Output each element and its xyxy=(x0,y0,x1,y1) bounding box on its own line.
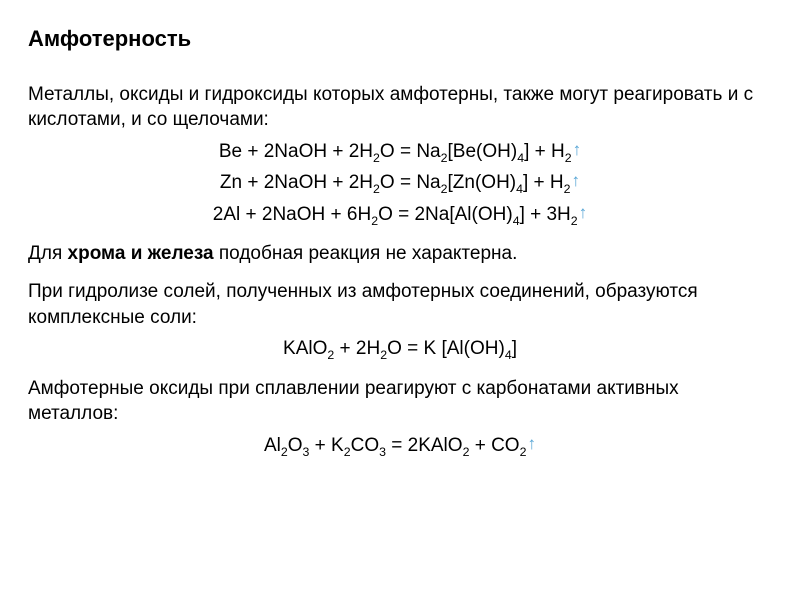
cr-fe-bold: хрома и железа xyxy=(68,243,214,264)
cr-fe-note-before: Для xyxy=(28,243,68,264)
equation-2-block: Zn + 2NaOH + 2H2O = Na2[Zn(OH)4] + H2↑ xyxy=(28,170,772,197)
page-title: Амфотерность xyxy=(28,24,772,54)
intro-paragraph: Металлы, оксиды и гидроксиды которых амф… xyxy=(28,82,772,133)
hydrolysis-paragraph: При гидролизе солей, полученных из амфот… xyxy=(28,279,772,330)
equation-5-block: Al2O3 + K2CO3 = 2KAlO2 + CO2↑ xyxy=(28,433,772,460)
equation-2: Zn + 2NaOH + 2H2O = Na2[Zn(OH)4] + H2↑ xyxy=(220,170,580,197)
equation-1-block: Be + 2NaOH + 2H2O = Na2[Be(OH)4] + H2↑ xyxy=(28,139,772,166)
equation-3-block: 2Al + 2NaOH + 6H2O = 2Na[Al(OH)4] + 3H2↑ xyxy=(28,202,772,229)
equation-4-block: KAlO2 + 2H2O = K [Al(OH)4] xyxy=(28,336,772,363)
fusion-paragraph: Амфотерные оксиды при сплавлении реагиру… xyxy=(28,376,772,427)
equation-4: KAlO2 + 2H2O = K [Al(OH)4] xyxy=(283,336,517,363)
cr-fe-note: Для хрома и железа подобная реакция не х… xyxy=(28,241,772,267)
equation-3: 2Al + 2NaOH + 6H2O = 2Na[Al(OH)4] + 3H2↑ xyxy=(213,202,587,229)
equation-1: Be + 2NaOH + 2H2O = Na2[Be(OH)4] + H2↑ xyxy=(219,139,581,166)
cr-fe-note-after: подобная реакция не характерна. xyxy=(214,243,518,264)
equation-5: Al2O3 + K2CO3 = 2KAlO2 + CO2↑ xyxy=(264,433,536,460)
